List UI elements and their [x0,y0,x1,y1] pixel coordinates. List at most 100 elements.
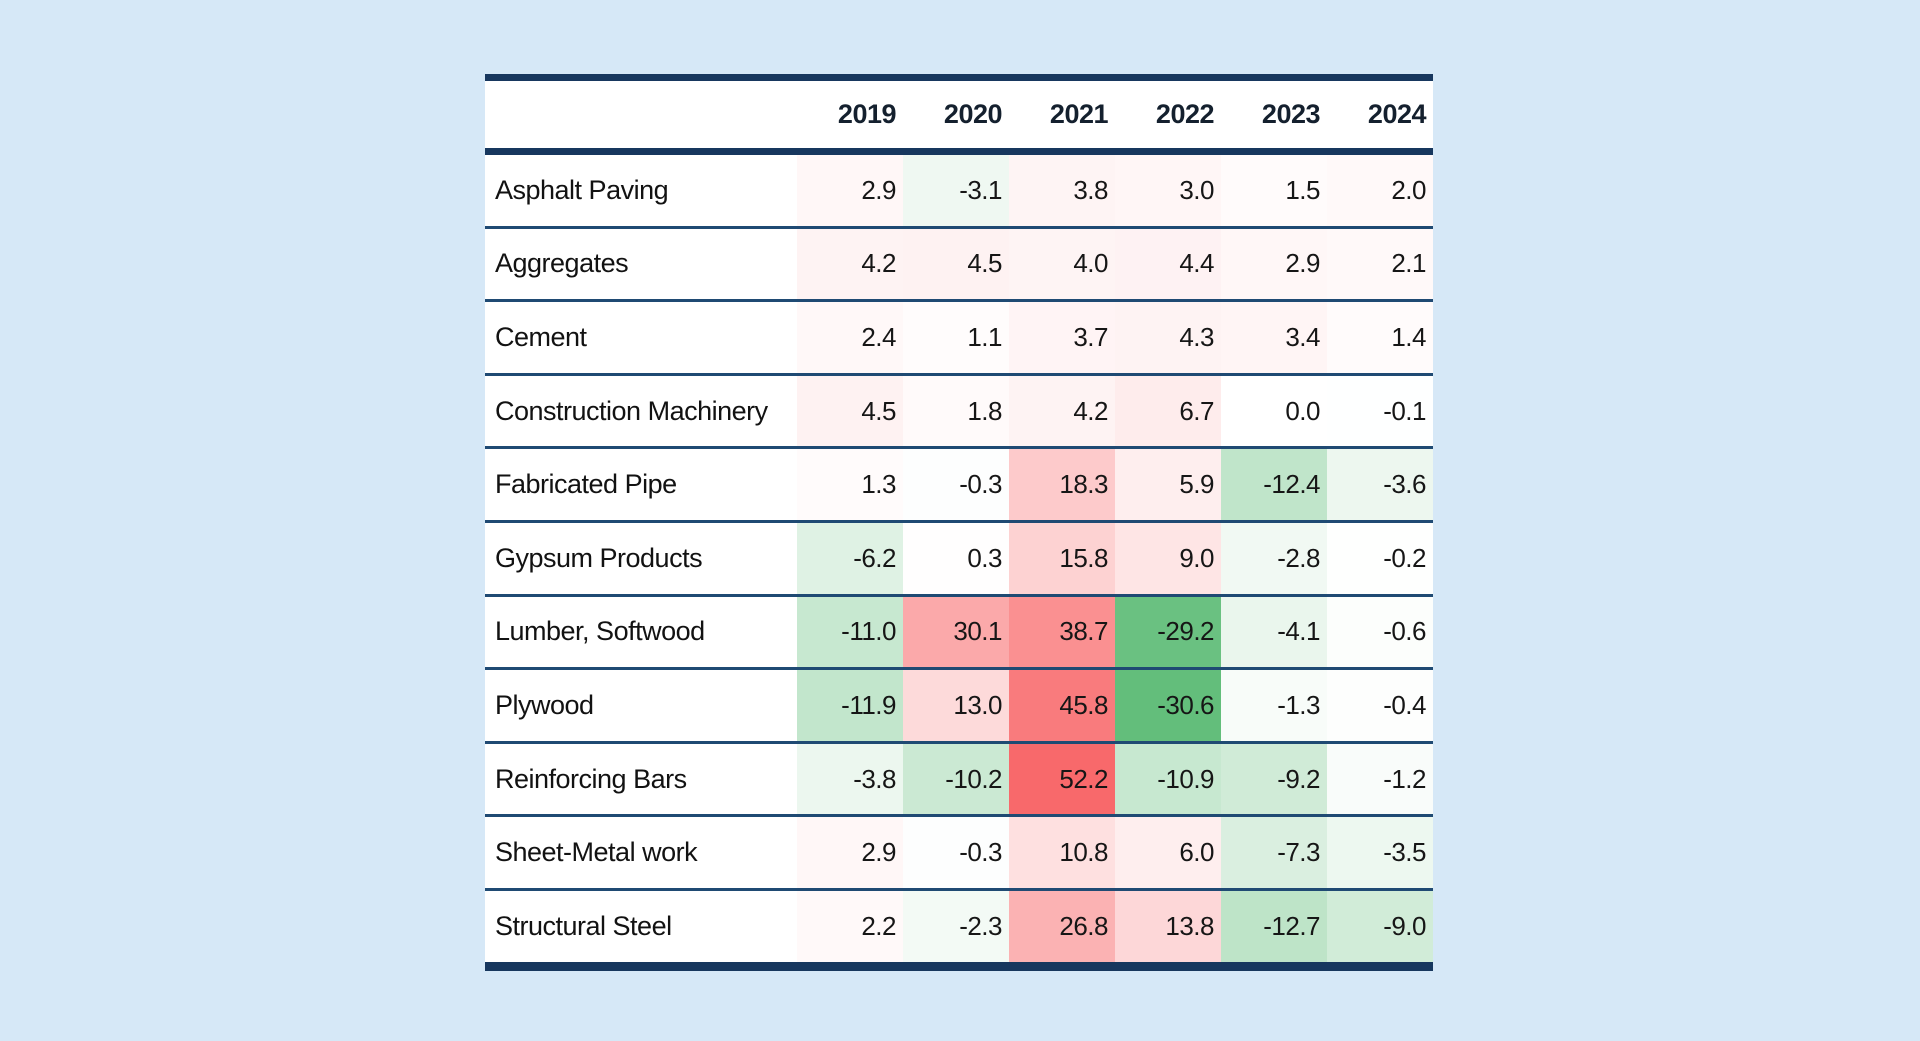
column-header-year: 2019 [837,99,897,129]
value-cell: -9.0 [1327,890,1433,962]
value-cell: -0.4 [1327,670,1433,741]
value-cell: 0.0 [1221,375,1327,447]
value-cell: -0.1 [1327,375,1433,447]
header-corner-spacer [485,81,797,148]
value-cell: -1.2 [1327,743,1433,815]
row-label: Sheet-Metal work [485,817,797,888]
table-row: Reinforcing Bars -3.8 -10.2 52.2 -10.9 -9.2-… [485,740,1433,815]
table-row: Structural Steel 2.2 -2.3 26.8 13.8 -12.7 -9.… [485,887,1433,962]
value-cell: -29.2 [1115,596,1221,668]
row-label: Cement [485,302,797,373]
row-label: Reinforcing Bars [485,743,797,815]
table-header-row: 2019 2020 2021 2022 2023 2024 [485,81,1433,148]
value-cell: 38.7 [1009,596,1115,668]
value-cell: 4.3 [1115,302,1221,373]
value-cell: 0.3 [903,522,1009,594]
value-cell: 2.2 [797,890,903,962]
table-row: Aggregates 4.2 4.5 4.0 4.4 2.9 2.1 [485,225,1433,300]
value-cell: 26.8 [1009,890,1115,962]
value-cell: -10.9 [1115,743,1221,815]
row-label: Lumber, Softwood [485,596,797,668]
header-separator [485,148,1433,155]
value-cell: 3.4 [1221,302,1327,373]
table-row: Construction Machinery 4.5 1.8 4.2 6.7 0.0 -0… [485,372,1433,447]
value-cell: 2.9 [797,155,903,226]
value-cell: -4.1 [1221,596,1327,668]
table-row: Fabricated Pipe 1.3 -0.3 18.3 5.9 -12.4 -3.6 [485,446,1433,520]
value-cell: -0.3 [903,449,1009,520]
value-cell: 4.5 [903,228,1009,300]
value-cell: 6.0 [1115,817,1221,888]
value-cell: -11.0 [797,596,903,668]
value-cell: 6.7 [1115,375,1221,447]
value-cell: -2.8 [1221,522,1327,594]
table-bottom-border [485,961,1433,971]
table-row: Plywood -11.9 13.0 45.8 -30.6 -1.3 -0.4 [485,667,1433,741]
value-cell: -30.6 [1115,670,1221,741]
value-cell: 10.8 [1009,817,1115,888]
value-cell: 18.3 [1009,449,1115,520]
table-row: Gypsum Products -6.2 0.3 15.8 9.0 -2.8 -0.2 [485,519,1433,594]
table-row: Lumber, Softwood -11.0 30.1 38.7 -29.2 -4.1-… [485,593,1433,668]
value-cell: -3.1 [903,155,1009,226]
value-cell: 1.8 [903,375,1009,447]
value-cell: 15.8 [1009,522,1115,594]
value-cell: 4.4 [1115,228,1221,300]
value-cell: 45.8 [1009,670,1115,741]
value-cell: 52.2 [1009,743,1115,815]
value-cell: -12.4 [1221,449,1327,520]
row-label: Plywood [485,670,797,741]
value-cell: 4.5 [797,375,903,447]
value-cell: 1.5 [1221,155,1327,226]
value-cell: -3.5 [1327,817,1433,888]
table-row: Asphalt Paving 2.9 -3.1 3.8 3.0 1.5 2.0 [485,155,1433,226]
value-cell: 1.1 [903,302,1009,373]
row-label: Construction Machinery [485,375,797,447]
value-cell: 30.1 [903,596,1009,668]
value-cell: -7.3 [1221,817,1327,888]
column-header-year: 2020 [943,99,1003,129]
value-cell: 3.7 [1009,302,1115,373]
value-cell: 1.4 [1327,302,1433,373]
value-cell: -6.2 [797,522,903,594]
value-cell: 1.3 [797,449,903,520]
column-header-year: 2024 [1367,99,1427,129]
value-cell: 2.9 [1221,228,1327,300]
value-cell: -1.3 [1221,670,1327,741]
value-cell: -3.6 [1327,449,1433,520]
row-label: Asphalt Paving [485,155,797,226]
value-cell: -0.6 [1327,596,1433,668]
table-body: Asphalt Paving 2.9 -3.1 3.8 3.0 1.5 2.0 Aggre… [485,155,1433,962]
value-cell: 13.0 [903,670,1009,741]
row-label: Gypsum Products [485,522,797,594]
materials-price-table: 2019 2020 2021 2022 2023 2024 Asphalt Pa… [485,74,1433,971]
value-cell: -0.3 [903,817,1009,888]
value-cell: 13.8 [1115,890,1221,962]
value-cell: -12.7 [1221,890,1327,962]
value-cell: -0.2 [1327,522,1433,594]
value-cell: 2.4 [797,302,903,373]
table-row: Sheet-Metal work 2.9 -0.3 10.8 6.0 -7.3 -3.5 [485,814,1433,888]
value-cell: -10.2 [903,743,1009,815]
value-cell: -3.8 [797,743,903,815]
table-top-border [485,74,1433,81]
table-row: Cement 2.4 1.1 3.7 4.3 3.4 1.4 [485,299,1433,373]
row-label: Structural Steel [485,890,797,962]
value-cell: 4.0 [1009,228,1115,300]
value-cell: 3.0 [1115,155,1221,226]
value-cell: 2.1 [1327,228,1433,300]
value-cell: -2.3 [903,890,1009,962]
value-cell: 2.0 [1327,155,1433,226]
column-header-year: 2021 [1049,99,1109,129]
value-cell: 5.9 [1115,449,1221,520]
column-header-year: 2022 [1155,99,1215,129]
value-cell: -9.2 [1221,743,1327,815]
row-label: Aggregates [485,228,797,300]
value-cell: 4.2 [1009,375,1115,447]
value-cell: 3.8 [1009,155,1115,226]
row-label: Fabricated Pipe [485,449,797,520]
value-cell: 9.0 [1115,522,1221,594]
value-cell: 2.9 [797,817,903,888]
value-cell: 4.2 [797,228,903,300]
